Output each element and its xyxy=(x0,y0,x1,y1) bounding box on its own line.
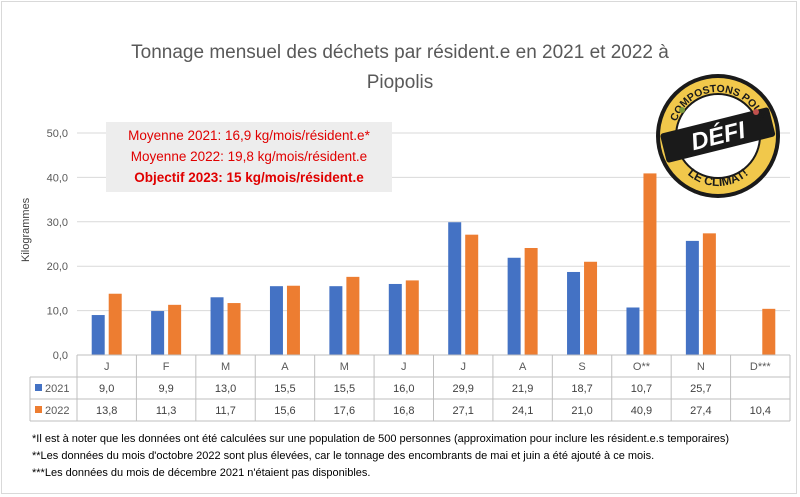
data-label-2021: 10,7 xyxy=(631,383,652,395)
data-label-2022: 21,0 xyxy=(571,405,592,417)
x-tick-label: N xyxy=(697,361,705,373)
chart-title-line-2: Piopolis xyxy=(366,72,434,93)
bar-2021 xyxy=(448,222,462,355)
badge-bottom-text: LE CLIMAT! xyxy=(685,166,750,190)
legend-label-2021: 2021 xyxy=(45,383,69,395)
data-label-2022: 15,6 xyxy=(274,405,295,417)
data-label-2021: 18,7 xyxy=(571,383,592,395)
bar-2022 xyxy=(643,173,657,355)
x-tick-label: O** xyxy=(633,361,651,373)
y-tick-label: 10,0 xyxy=(47,306,68,318)
data-label-2021: 15,5 xyxy=(334,383,355,395)
data-label-2022: 11,7 xyxy=(215,405,236,417)
defi-climat-badge: COMPOSTONS POUR DÉFI LE CLIMAT! xyxy=(656,74,780,198)
bar-2022 xyxy=(762,308,776,355)
bar-2021 xyxy=(388,283,402,355)
data-label-2022: 24,1 xyxy=(512,405,533,417)
y-tick-label: 50,0 xyxy=(47,128,68,140)
bar-2021 xyxy=(329,286,343,355)
bar-2022 xyxy=(524,247,538,355)
x-tick-label: J xyxy=(104,361,110,373)
bar-2021 xyxy=(567,271,581,355)
bar-2022 xyxy=(405,280,419,355)
data-label-2021: 9,9 xyxy=(158,383,173,395)
bar-2021 xyxy=(151,311,165,355)
data-label-2022: 27,1 xyxy=(452,405,473,417)
data-label-2022: 17,6 xyxy=(334,405,355,417)
note-population: *Il est à noter que les données ont été … xyxy=(32,433,730,445)
chart-title-line-1: Tonnage mensuel des déchets par résident… xyxy=(131,42,669,63)
bar-2022 xyxy=(227,303,241,355)
average-2022-text: Moyenne 2022: 19,8 kg/mois/résident.e xyxy=(130,149,368,164)
bar-2021 xyxy=(269,286,283,355)
average-2021-text: Moyenne 2021: 16,9 kg/mois/résident.e* xyxy=(128,128,370,143)
note-december: ***Les données du mois de décembre 2021 … xyxy=(32,467,371,479)
y-tick-label: 20,0 xyxy=(47,261,68,273)
y-tick-label: 30,0 xyxy=(47,217,68,229)
x-tick-label: J xyxy=(460,361,466,373)
data-label-2022: 16,8 xyxy=(393,405,414,417)
data-label-2021: 16,0 xyxy=(393,383,414,395)
objective-2023-text: Objectif 2023: 15 kg/mois/résident.e xyxy=(134,170,364,185)
data-label-2021: 15,5 xyxy=(274,383,295,395)
chart-title: Tonnage mensuel des déchets par résident… xyxy=(60,38,740,98)
bar-2021 xyxy=(626,307,640,355)
x-tick-label: M xyxy=(340,361,349,373)
legend-swatch-2022 xyxy=(35,406,42,413)
y-tick-label: 0,0 xyxy=(53,350,68,362)
badge-leaf-dot xyxy=(679,107,685,113)
data-label-2021: 29,9 xyxy=(452,383,473,395)
x-tick-label: D*** xyxy=(750,361,772,373)
badge-banner xyxy=(660,107,776,163)
legend-swatch-2021 xyxy=(35,384,42,391)
bar-2021 xyxy=(507,257,521,355)
legend-label-2022: 2022 xyxy=(45,405,69,417)
data-label-2022: 13,8 xyxy=(96,405,117,417)
data-label-2022: 40,9 xyxy=(631,405,652,417)
bar-2022 xyxy=(108,293,122,355)
data-label-2022: 10,4 xyxy=(750,405,771,417)
bar-2022 xyxy=(286,285,300,355)
bar-2022 xyxy=(584,261,598,355)
note-october: **Les données du mois d'octobre 2022 son… xyxy=(32,450,655,462)
data-label-2022: 11,3 xyxy=(156,405,177,417)
bar-2022 xyxy=(465,234,479,355)
x-tick-label: S xyxy=(578,361,585,373)
bar-2021 xyxy=(210,297,224,355)
data-label-2021: 13,0 xyxy=(215,383,236,395)
x-tick-label: A xyxy=(519,361,527,373)
x-tick-label: M xyxy=(221,361,230,373)
x-tick-label: J xyxy=(401,361,407,373)
data-label-2022: 27,4 xyxy=(690,405,711,417)
badge-apple-dot xyxy=(753,109,759,115)
data-label-2021: 9,0 xyxy=(99,383,114,395)
y-tick-label: 40,0 xyxy=(47,172,68,184)
bar-2021 xyxy=(91,315,105,355)
data-label-2021: 21,9 xyxy=(512,383,533,395)
bar-2022 xyxy=(702,233,716,355)
bar-2022 xyxy=(168,304,182,355)
averages-box: Moyenne 2021: 16,9 kg/mois/résident.e* M… xyxy=(106,122,392,192)
bar-2022 xyxy=(346,276,360,355)
bar-2021 xyxy=(685,240,699,355)
x-tick-label: F xyxy=(163,361,170,373)
x-tick-label: A xyxy=(281,361,289,373)
data-label-2021: 25,7 xyxy=(690,383,711,395)
